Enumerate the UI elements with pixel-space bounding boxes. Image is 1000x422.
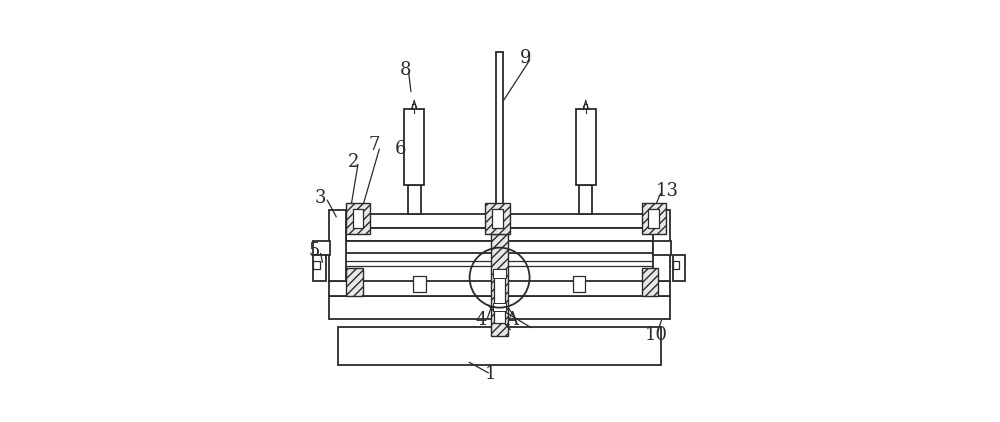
Bar — [329, 296, 670, 319]
Bar — [673, 261, 679, 269]
Bar — [353, 208, 363, 228]
Bar — [329, 281, 670, 296]
Bar — [491, 234, 508, 336]
Text: 9: 9 — [520, 49, 532, 67]
Text: 1: 1 — [485, 365, 497, 383]
Bar — [346, 214, 654, 227]
Bar — [494, 269, 505, 323]
Text: 10: 10 — [645, 326, 668, 344]
Bar — [573, 276, 585, 292]
Bar — [493, 269, 506, 278]
Bar — [346, 227, 654, 241]
Text: 5: 5 — [309, 241, 320, 260]
Bar — [313, 255, 326, 281]
Bar — [496, 52, 503, 214]
Text: A: A — [505, 311, 518, 329]
Bar — [493, 303, 506, 311]
Bar — [408, 185, 421, 214]
Bar — [313, 261, 320, 269]
Bar — [579, 185, 592, 214]
Bar — [576, 109, 596, 185]
Bar — [346, 268, 363, 296]
Bar — [404, 109, 424, 185]
Text: 13: 13 — [656, 182, 679, 200]
Text: 2: 2 — [348, 153, 359, 171]
Bar — [653, 210, 670, 281]
Bar — [648, 208, 659, 228]
Text: 4: 4 — [476, 311, 487, 329]
Text: 6: 6 — [395, 141, 407, 158]
Bar — [642, 203, 666, 234]
Bar — [313, 241, 330, 255]
Bar — [338, 327, 661, 365]
Bar — [329, 241, 670, 254]
Bar — [413, 276, 426, 292]
Text: 8: 8 — [399, 61, 411, 79]
Bar — [653, 241, 671, 255]
Bar — [346, 203, 370, 234]
Bar — [485, 203, 510, 234]
Bar — [642, 268, 658, 296]
Bar — [673, 255, 685, 281]
Bar — [492, 208, 503, 228]
Text: 7: 7 — [369, 136, 380, 154]
Text: 3: 3 — [314, 189, 326, 207]
Bar — [329, 210, 346, 281]
